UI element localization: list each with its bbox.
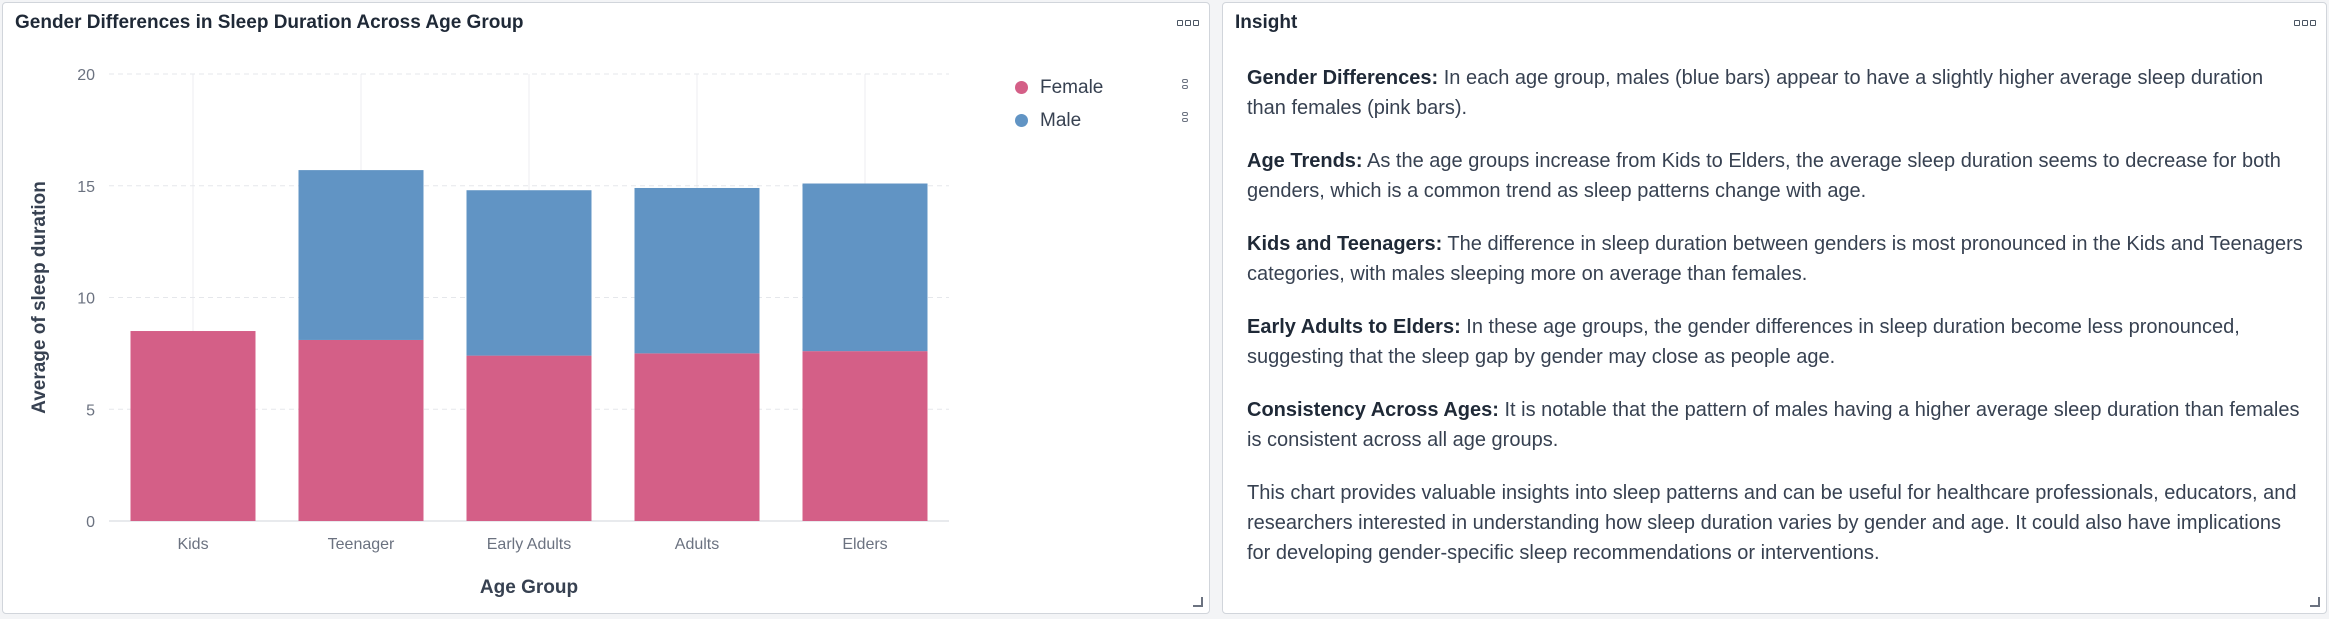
insight-paragraph-heading: Early Adults to Elders: [1247,316,1461,338]
x-tick-label: Elders [842,536,887,553]
y-tick-label: 0 [86,514,95,531]
y-tick-label: 20 [77,67,95,84]
insight-paragraph-text: It is notable that the pattern of males … [1247,399,2300,451]
bar-male-early-adults [466,190,592,356]
insight-paragraph-heading: Consistency Across Ages: [1247,399,1499,421]
insight-paragraph-heading: Gender Differences: [1247,67,1439,89]
legend-male-options-icon[interactable] [1181,112,1189,122]
chart-panel-title: Gender Differences in Sleep Duration Acr… [15,12,524,33]
insight-paragraph-text: In these age groups, the gender differen… [1247,316,2240,368]
more-options-icon[interactable] [1173,11,1203,35]
legend-dot-male [1015,114,1028,127]
bar-female-elders [802,351,928,521]
bar-female-adults [634,353,760,521]
insight-paragraph: Consistency Across Ages: It is notable t… [1247,395,2307,455]
bar-male-elders [802,183,928,352]
y-tick-label: 15 [77,179,95,196]
bar-male-adults [634,187,760,354]
legend-item-female[interactable]: Female [1015,71,1103,104]
y-tick-label: 5 [86,402,95,419]
y-axis-title: Average of sleep duration [29,181,50,414]
resize-handle-icon[interactable] [1193,597,1203,607]
legend-item-male[interactable]: Male [1015,104,1103,137]
insight-paragraph-text: As the age groups increase from Kids to … [1247,150,2281,202]
insight-paragraph: Kids and Teenagers: The difference in sl… [1247,229,2307,289]
more-options-icon[interactable] [2290,11,2320,35]
bar-female-teenager [298,339,424,521]
x-tick-label: Teenager [328,536,395,553]
insight-paragraph-text: The difference in sleep duration between… [1247,233,2303,285]
insight-paragraph: This chart provides valuable insights in… [1247,478,2307,568]
chart-panel: Gender Differences in Sleep Duration Acr… [2,2,1210,614]
x-tick-label: Kids [177,536,208,553]
sleep-duration-chart: 0 5 10 15 20 Kids Teenager Early Adults Adults El… [29,67,949,598]
y-tick-label: 10 [77,291,95,308]
insight-panel-title: Insight [1235,12,1298,33]
chart-legend: Female Male [1015,71,1103,137]
x-tick-label: Adults [675,536,719,553]
x-tick-label: Early Adults [487,536,571,553]
insight-text: Gender Differences: In each age group, m… [1247,63,2307,591]
insight-paragraph: Early Adults to Elders: In these age gro… [1247,312,2307,372]
legend-female-options-icon[interactable] [1181,79,1189,89]
legend-label-male: Male [1040,109,1082,131]
resize-handle-icon[interactable] [2310,597,2320,607]
insight-panel: Insight Gender Differences: In each age … [1222,2,2327,614]
insight-paragraph-text: This chart provides valuable insights in… [1247,482,2297,564]
bar-female-kids [130,331,256,521]
bar-male-teenager [298,170,424,340]
insight-paragraph-heading: Kids and Teenagers: [1247,233,1443,255]
legend-dot-female [1015,81,1028,94]
insight-paragraph-heading: Age Trends: [1247,150,1363,172]
legend-label-female: Female [1040,76,1104,98]
insight-paragraph-text: In each age group, males (blue bars) app… [1247,67,2264,119]
x-axis-title: Age Group [480,577,578,598]
bar-female-early-adults [466,355,592,521]
insight-paragraph: Age Trends: As the age groups increase f… [1247,146,2307,206]
insight-paragraph: Gender Differences: In each age group, m… [1247,63,2307,123]
